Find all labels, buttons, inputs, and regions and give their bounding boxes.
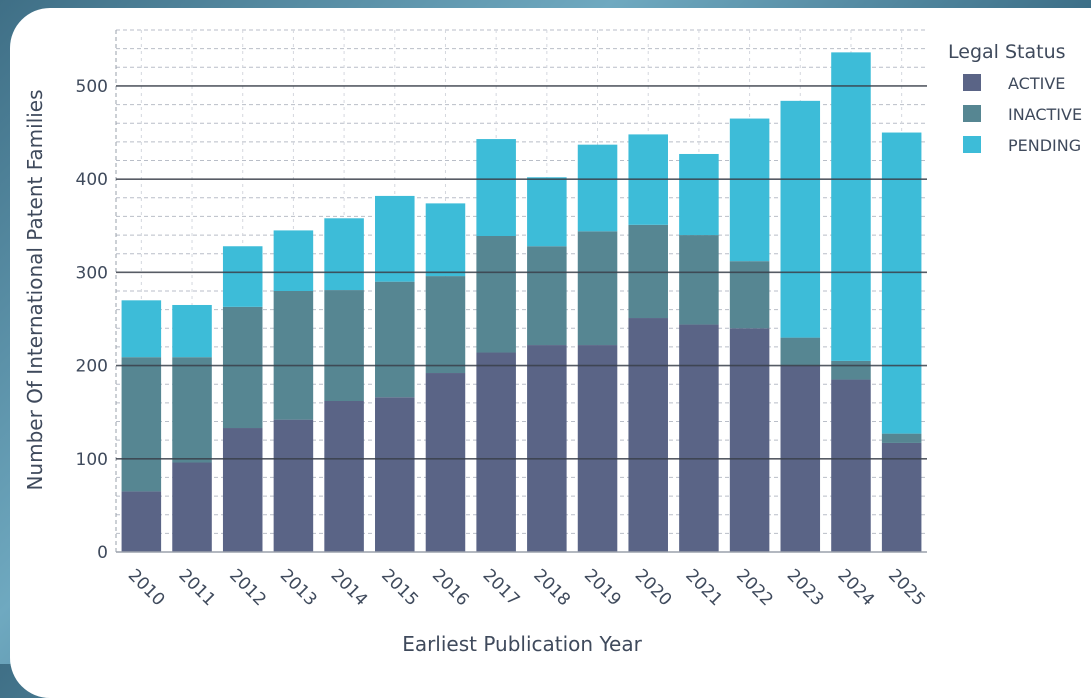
x-tick-label: 2024: [833, 565, 878, 610]
legend-label-active: ACTIVE: [1008, 74, 1065, 93]
x-tick-label: 2015: [377, 565, 422, 610]
bar-inactive-2020: [628, 225, 668, 318]
legend: Legal Status ACTIVE INACTIVE PENDING: [948, 41, 1082, 155]
legend-label-pending: PENDING: [1008, 136, 1081, 155]
bar-inactive-2019: [578, 231, 618, 345]
bar-pending-2013: [274, 230, 314, 291]
bar-inactive-2024: [831, 361, 871, 380]
stacked-bar-chart: 0 100 200 300 400 500 2010 2011 2012 2013 2014 2015…: [0, 0, 1091, 664]
legend-swatch-active: [963, 74, 981, 91]
x-tick-label: 2014: [327, 565, 372, 610]
bar-pending-2024: [831, 52, 871, 361]
x-tick-label: 2010: [124, 565, 169, 610]
legend-title: Legal Status: [948, 41, 1066, 63]
x-tick-label: 2022: [732, 565, 777, 610]
x-tick-label: 2025: [884, 565, 929, 610]
y-tick-label: 200: [76, 357, 108, 377]
x-tick-label: 2019: [580, 565, 625, 610]
y-tick-label: 500: [76, 77, 108, 97]
bar-active-2019: [578, 345, 618, 552]
bar-active-2014: [324, 401, 364, 552]
bar-active-2015: [375, 397, 415, 552]
bar-active-2013: [274, 420, 314, 552]
x-tick-label: 2011: [174, 565, 219, 610]
bar-inactive-2013: [274, 291, 314, 420]
x-axis-title: Earliest Publication Year: [402, 632, 642, 656]
bar-inactive-2012: [223, 307, 263, 428]
bar-pending-2014: [324, 218, 364, 290]
bars-layer: [122, 52, 922, 552]
bar-inactive-2014: [324, 290, 364, 401]
bar-active-2024: [831, 380, 871, 552]
y-axis-title: Number Of International Patent Families: [23, 89, 47, 490]
bar-inactive-2023: [781, 338, 821, 366]
bar-active-2022: [730, 328, 770, 552]
bar-pending-2021: [679, 154, 719, 235]
bar-active-2016: [426, 373, 466, 552]
bar-pending-2017: [476, 139, 516, 236]
bar-inactive-2025: [882, 434, 922, 443]
bar-inactive-2011: [172, 357, 212, 462]
x-tick-label: 2013: [276, 565, 321, 610]
legend-swatch-inactive: [963, 105, 981, 122]
bar-inactive-2010: [122, 357, 162, 491]
legend-label-inactive: INACTIVE: [1008, 105, 1082, 124]
x-tick-label: 2017: [479, 565, 524, 610]
y-tick-label: 400: [76, 170, 108, 190]
bar-inactive-2018: [527, 246, 567, 345]
bar-inactive-2021: [679, 235, 719, 324]
bar-pending-2018: [527, 177, 567, 246]
bar-pending-2012: [223, 246, 263, 307]
bar-pending-2011: [172, 305, 212, 357]
bar-active-2012: [223, 428, 263, 552]
bar-pending-2019: [578, 145, 618, 232]
bar-active-2017: [476, 353, 516, 552]
x-tick-label: 2016: [428, 565, 473, 610]
bar-inactive-2015: [375, 282, 415, 398]
bar-inactive-2017: [476, 236, 516, 353]
bar-pending-2025: [882, 133, 922, 434]
bar-active-2010: [122, 491, 162, 552]
bar-active-2020: [628, 318, 668, 552]
bar-active-2021: [679, 325, 719, 552]
bar-inactive-2022: [730, 261, 770, 328]
x-tick-label: 2020: [631, 565, 676, 610]
bar-pending-2022: [730, 119, 770, 262]
y-tick-label: 100: [76, 450, 108, 470]
bar-active-2018: [527, 345, 567, 552]
bar-pending-2016: [426, 203, 466, 276]
y-tick-label: 0: [97, 543, 108, 563]
bar-pending-2015: [375, 196, 415, 282]
bar-inactive-2016: [426, 276, 466, 373]
bar-pending-2023: [781, 101, 821, 338]
bar-active-2011: [172, 463, 212, 552]
x-tick-label: 2021: [681, 565, 726, 610]
bar-pending-2010: [122, 300, 162, 357]
x-tick-label: 2018: [529, 565, 574, 610]
legend-swatch-pending: [963, 136, 981, 153]
x-tick-label: 2012: [225, 565, 270, 610]
y-tick-label: 300: [76, 263, 108, 283]
x-tick-label: 2023: [783, 565, 828, 610]
